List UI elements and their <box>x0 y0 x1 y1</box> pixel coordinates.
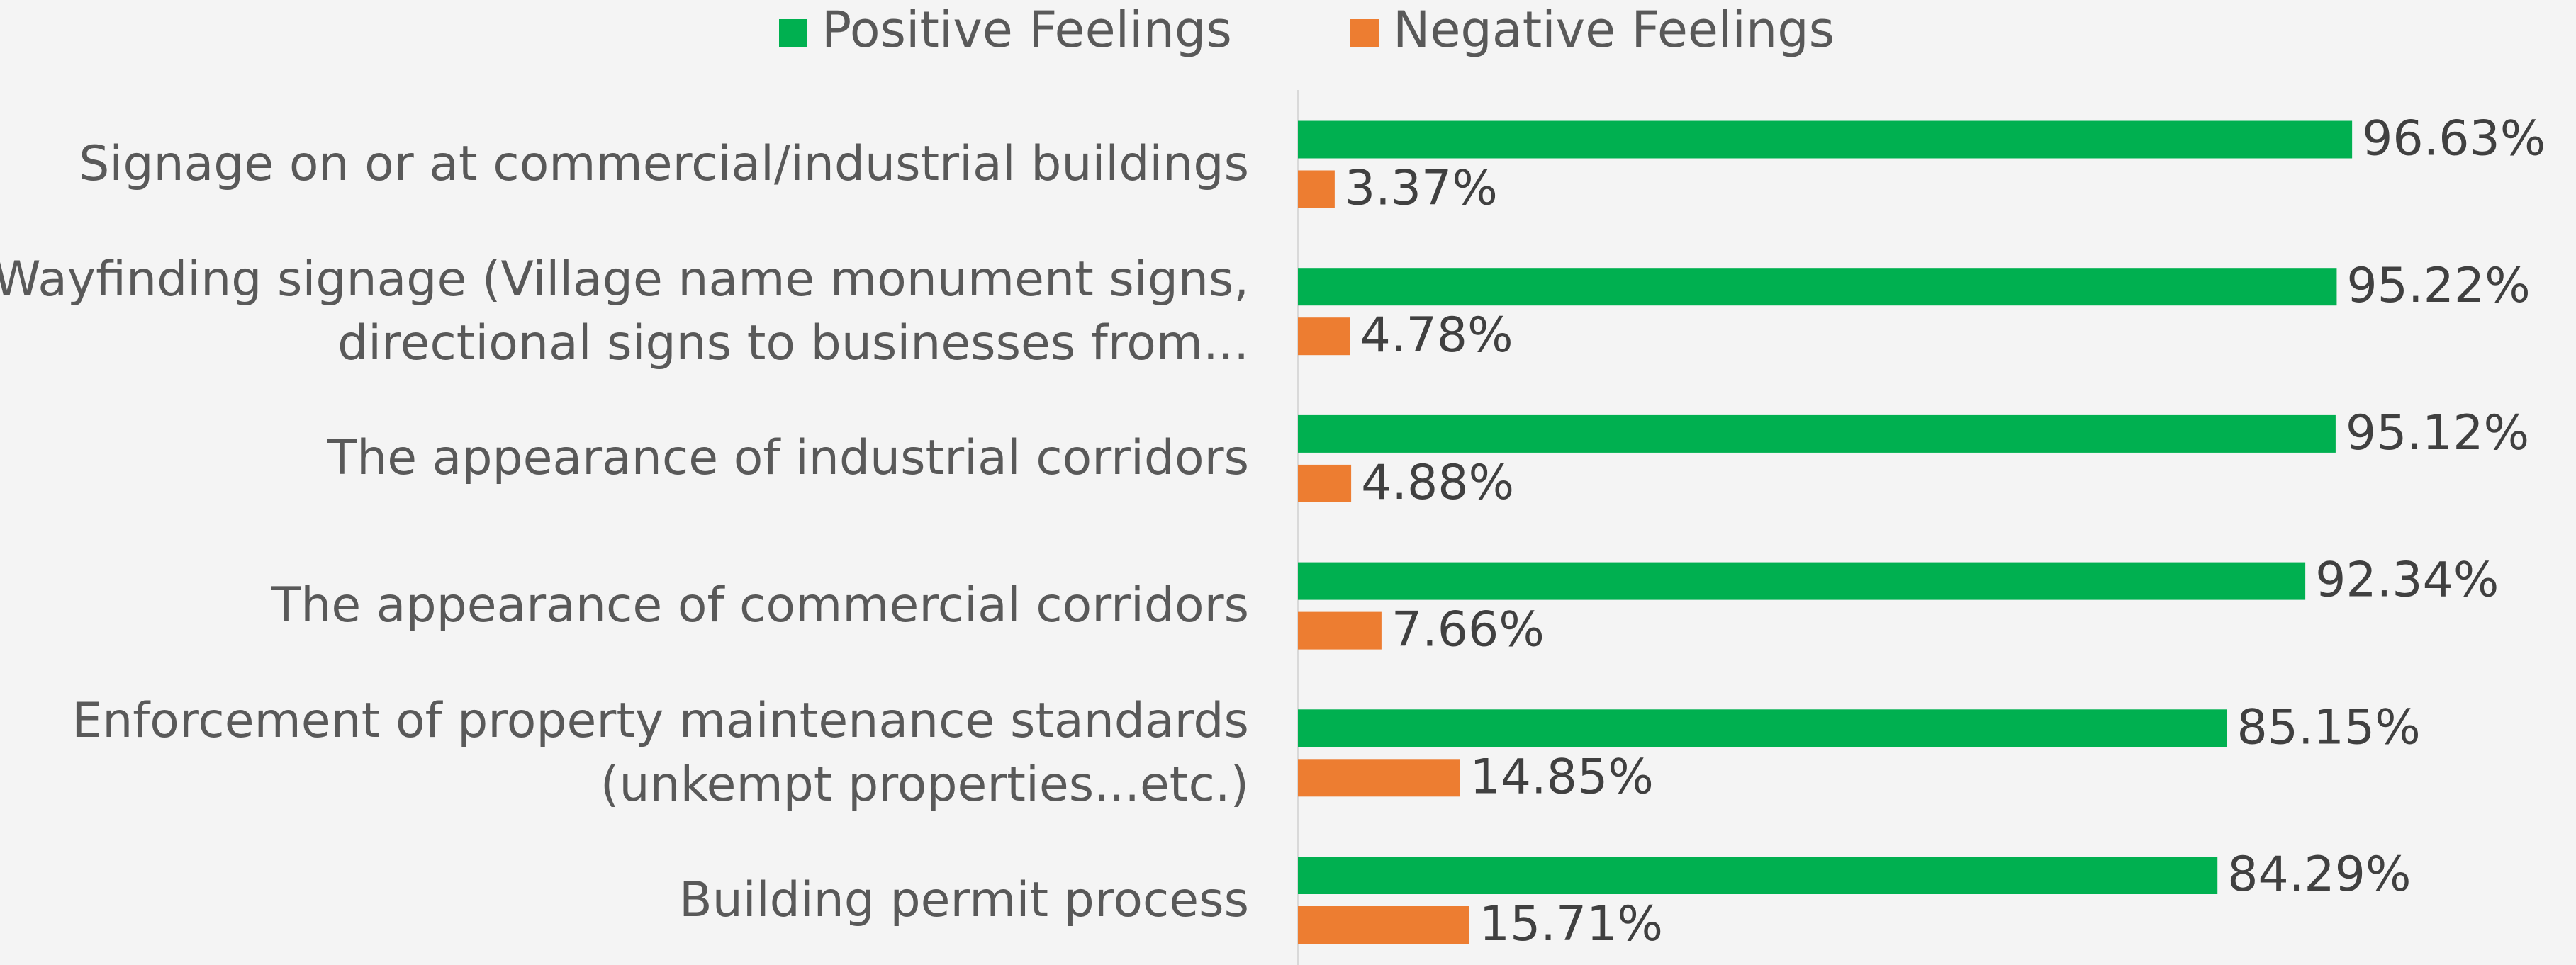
value-label: 15.71% <box>1479 896 1663 952</box>
category-label: The appearance of industrial corridors <box>327 430 1249 487</box>
bar <box>1298 611 1382 650</box>
bar <box>1298 170 1335 208</box>
value-label: 92.34% <box>2315 553 2499 609</box>
legend-label: Positive Feelings <box>822 1 1232 59</box>
category-label: Wayfinding signage (Village name monumen… <box>0 251 1249 371</box>
value-label: 4.88% <box>1361 455 1514 511</box>
value-label: 95.12% <box>2346 405 2529 461</box>
bar <box>1298 464 1352 502</box>
legend-label: Negative Feelings <box>1393 1 1835 59</box>
value-label: 84.29% <box>2227 847 2411 903</box>
bar <box>1298 268 2337 306</box>
bar <box>1298 857 2218 894</box>
bar <box>1298 906 1469 944</box>
value-label: 95.22% <box>2346 258 2530 314</box>
value-label: 3.37% <box>1345 161 1498 217</box>
legend-swatch <box>1350 19 1379 47</box>
bar <box>1298 317 1350 356</box>
bar <box>1298 709 2227 747</box>
value-label: 85.15% <box>2236 699 2420 755</box>
category-label: The appearance of commercial corridors <box>271 577 1249 634</box>
bar <box>1298 414 2336 453</box>
value-label: 14.85% <box>1470 749 1654 805</box>
value-label: 4.78% <box>1360 307 1513 363</box>
legend-swatch <box>779 19 807 47</box>
category-label: Building permit process <box>679 871 1249 928</box>
bar <box>1298 562 2306 600</box>
category-label: Enforcement of property maintenance stan… <box>72 692 1249 813</box>
value-label: 96.63% <box>2362 111 2546 167</box>
value-label: 7.66% <box>1391 602 1545 658</box>
bar <box>1298 759 1460 797</box>
category-label: Signage on or at commercial/industrial b… <box>79 136 1249 192</box>
bar <box>1298 120 2353 159</box>
